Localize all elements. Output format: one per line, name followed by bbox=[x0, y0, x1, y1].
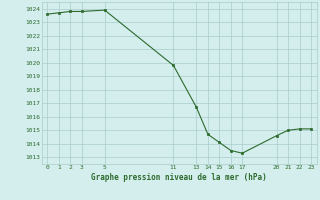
X-axis label: Graphe pression niveau de la mer (hPa): Graphe pression niveau de la mer (hPa) bbox=[91, 173, 267, 182]
